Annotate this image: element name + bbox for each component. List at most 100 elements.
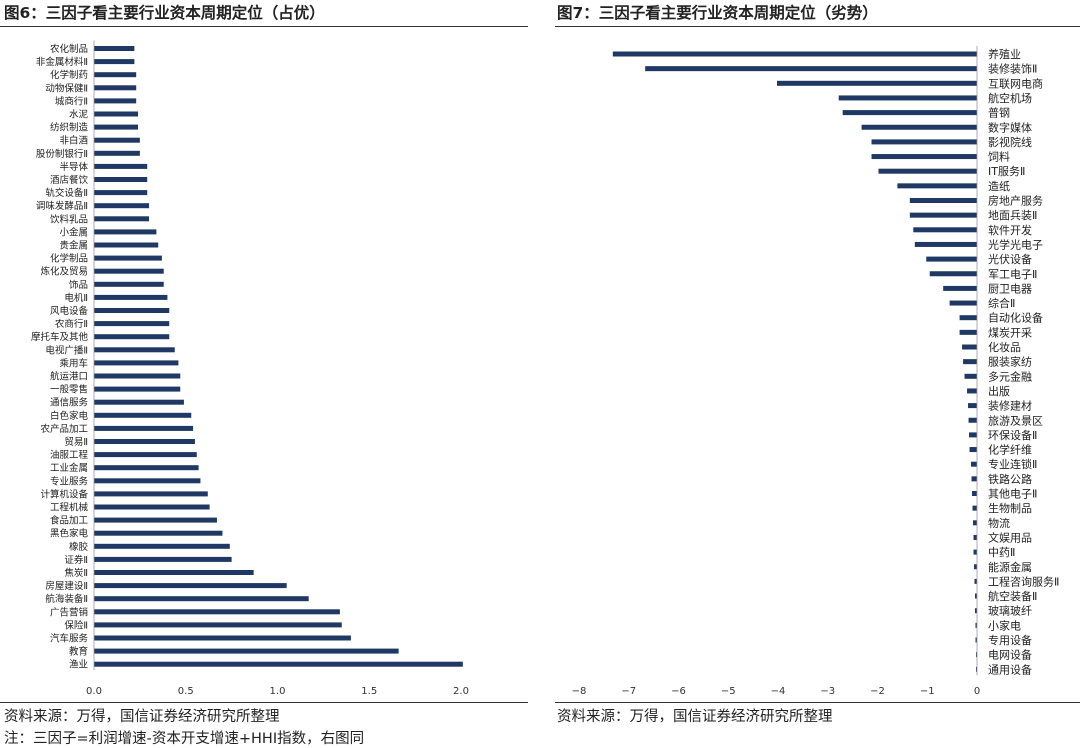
category-label: 白色家电 xyxy=(50,410,89,422)
bar xyxy=(94,373,181,379)
bar xyxy=(94,570,254,575)
bar xyxy=(94,648,399,654)
category-label: 计算机设备 xyxy=(40,488,88,500)
category-label: 能源金属 xyxy=(988,560,1032,574)
fig7-title-rule xyxy=(555,26,1080,27)
bar xyxy=(926,256,977,262)
category-label: 城商行Ⅱ xyxy=(55,95,88,107)
category-label: 专用设备 xyxy=(988,633,1032,647)
x-tick-label: −8 xyxy=(572,686,587,697)
category-label: 装修装饰Ⅱ xyxy=(988,62,1037,76)
bar xyxy=(975,593,977,599)
category-label: 小家电 xyxy=(988,618,1021,632)
x-tick-label: −3 xyxy=(820,686,835,697)
category-label: 航海装备Ⅱ xyxy=(45,593,88,605)
category-label: 水泥 xyxy=(69,109,89,121)
x-tick-label: 0.0 xyxy=(86,686,102,697)
category-label: 服装家纺 xyxy=(988,355,1032,369)
category-label: 环保设备Ⅱ xyxy=(988,428,1037,442)
bar xyxy=(959,315,977,321)
category-label: 光伏设备 xyxy=(988,252,1032,266)
bar xyxy=(94,124,139,130)
bar xyxy=(968,403,977,409)
bar xyxy=(94,308,170,313)
category-label: 化妆品 xyxy=(988,340,1021,354)
category-label: 广告营销 xyxy=(50,606,89,618)
bar xyxy=(612,51,977,57)
category-label: 互联网电商 xyxy=(988,76,1043,90)
category-label: 电网设备 xyxy=(988,648,1032,662)
category-label: 物流 xyxy=(988,516,1010,530)
category-label: 汽车服务 xyxy=(50,633,89,645)
category-label: 造纸 xyxy=(988,179,1010,193)
bar xyxy=(94,229,157,235)
category-label: 教育 xyxy=(69,646,88,658)
bar xyxy=(94,216,150,222)
bar xyxy=(969,447,977,453)
category-label: 食品加工 xyxy=(50,515,89,527)
bar xyxy=(838,95,977,101)
x-tick-label: −2 xyxy=(870,686,885,697)
bar xyxy=(94,268,164,274)
bar xyxy=(971,461,977,467)
category-label: 轨交设备Ⅱ xyxy=(45,187,88,199)
fig6-source: 资料来源：万得，国信证券经济研究所整理 xyxy=(4,709,280,725)
fig7-chart: 养殖业装修装饰Ⅱ互联网电商航空机场普钢数字媒体影视院线饲料IT服务Ⅱ造纸房地产服… xyxy=(572,46,1059,697)
category-label: 文娱用品 xyxy=(988,530,1032,544)
bar xyxy=(962,344,977,350)
bar xyxy=(972,505,977,511)
bar xyxy=(94,46,135,51)
bar xyxy=(949,300,977,306)
category-label: 化学制药 xyxy=(50,69,88,81)
category-label: 军工电子Ⅱ xyxy=(988,268,1037,281)
bar xyxy=(959,329,977,335)
category-label: 生物制品 xyxy=(988,501,1032,515)
category-label: 地面兵装Ⅱ xyxy=(988,209,1037,222)
x-tick-label: 2.0 xyxy=(453,686,469,697)
bar xyxy=(777,80,977,86)
bar xyxy=(94,294,168,300)
bar xyxy=(94,439,195,444)
category-label: 电机Ⅱ xyxy=(64,292,88,304)
category-label: 证券Ⅱ xyxy=(64,554,88,566)
bar xyxy=(94,255,162,261)
category-label: 煤炭开采 xyxy=(988,326,1032,339)
x-tick-label: −4 xyxy=(771,686,786,697)
bar xyxy=(94,412,192,418)
bar xyxy=(975,608,977,614)
bar xyxy=(94,321,170,327)
bar xyxy=(94,622,342,628)
category-label: 中药Ⅱ xyxy=(988,546,1015,559)
category-label: 航空机场 xyxy=(988,91,1032,105)
bar xyxy=(973,549,977,555)
category-label: 小金属 xyxy=(59,226,88,238)
bar xyxy=(871,139,977,145)
category-label: 炼化及贸易 xyxy=(40,266,88,278)
bar xyxy=(94,556,232,562)
category-label: 黑色家电 xyxy=(50,528,89,540)
bar xyxy=(909,212,977,218)
category-label: 专业连锁Ⅱ xyxy=(988,457,1037,471)
category-label: 装修建材 xyxy=(988,399,1032,413)
fig6-bottom-rule xyxy=(0,702,528,703)
bar xyxy=(973,534,977,540)
bar xyxy=(842,110,977,116)
bar xyxy=(94,517,217,523)
bar xyxy=(964,373,977,379)
category-label: 玻璃玻纤 xyxy=(988,604,1032,618)
bar xyxy=(861,124,977,130)
fig6-title-rule xyxy=(0,26,528,27)
category-label: 保险Ⅱ xyxy=(64,619,88,631)
category-label: 房地产服务 xyxy=(988,194,1043,208)
category-label: 非金属材料Ⅱ xyxy=(36,56,88,68)
bar xyxy=(645,66,977,72)
bar xyxy=(94,59,135,65)
category-label: 专业服务 xyxy=(50,475,89,487)
bar xyxy=(975,637,977,643)
fig6-note: 注：三因子=利润增速-资本开支增速+HHI指数，右图同 xyxy=(4,731,365,747)
bar xyxy=(94,360,179,366)
category-label: 铁路公路 xyxy=(988,473,1032,486)
bar xyxy=(94,137,140,143)
x-tick-label: −6 xyxy=(671,686,686,697)
bar xyxy=(974,578,977,584)
